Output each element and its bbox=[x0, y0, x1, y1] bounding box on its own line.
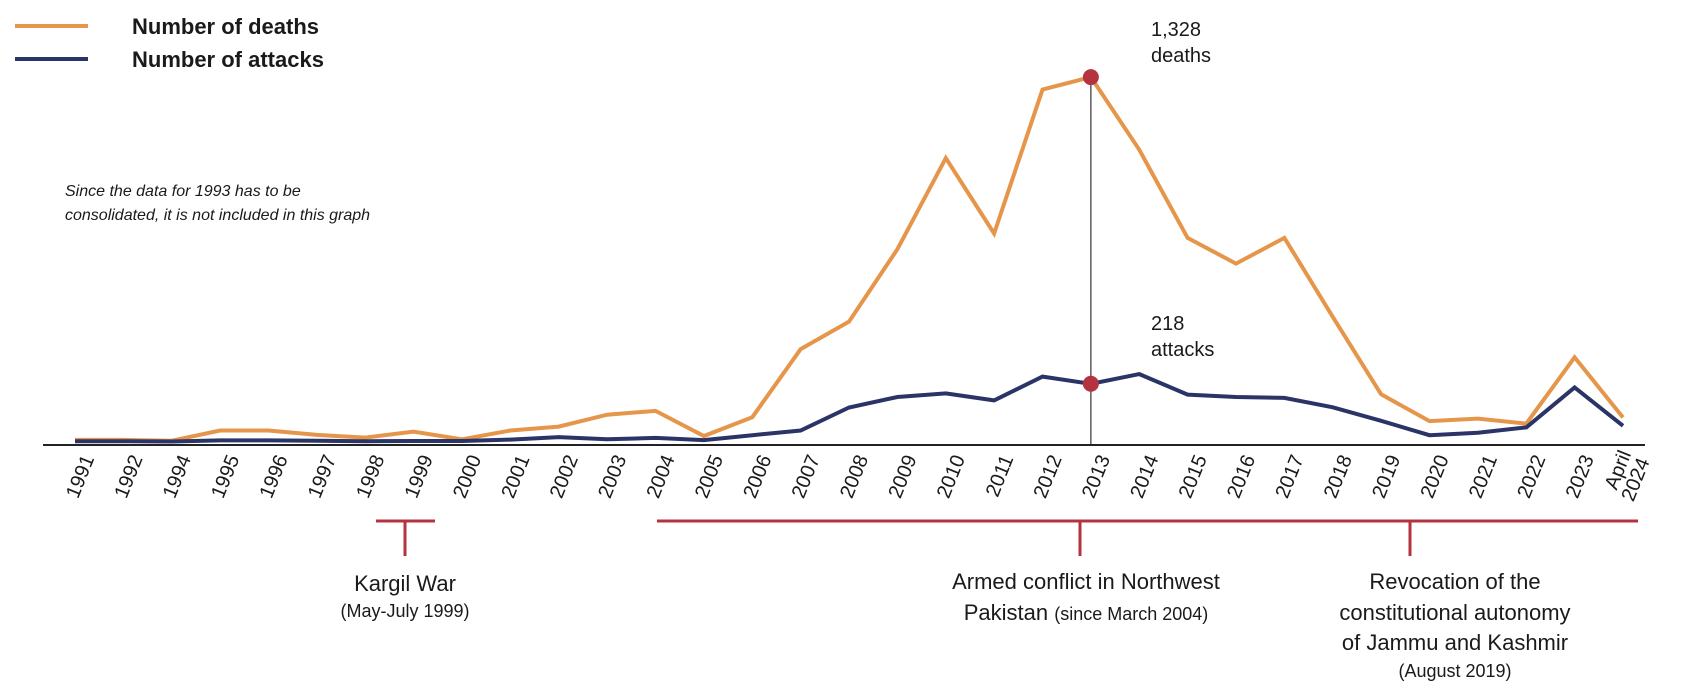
x-tick-label: 2016 bbox=[1223, 452, 1260, 502]
x-tick-label: 2022 bbox=[1513, 452, 1550, 502]
x-tick-label-text: 2018 bbox=[1320, 452, 1357, 502]
x-tick-label-text: 2005 bbox=[691, 452, 728, 502]
x-tick-label: 2011 bbox=[982, 452, 1019, 500]
event-kargil-subtitle: (May-July 1999) bbox=[340, 601, 469, 621]
x-tick-label-text: 2017 bbox=[1272, 452, 1309, 502]
x-tick-label-text: 2014 bbox=[1126, 452, 1163, 502]
x-tick-label-text: 1996 bbox=[256, 452, 293, 502]
x-tick-label: 2021 bbox=[1465, 452, 1502, 502]
x-tick-label-text: 1994 bbox=[159, 452, 196, 502]
x-tick-label: 2023 bbox=[1562, 452, 1599, 502]
highlight-marker-deaths bbox=[1082, 69, 1099, 86]
event-northwest-subtitle: (since March 2004) bbox=[1054, 604, 1208, 624]
event-revocation-title-2: constitutional autonomy bbox=[1339, 600, 1570, 625]
event-revocation: Revocation of the constitutional autonom… bbox=[1339, 521, 1571, 681]
x-tick-label: 2001 bbox=[498, 452, 535, 502]
legend: Number of deaths Number of attacks bbox=[15, 14, 324, 72]
x-tick-label-text: 2004 bbox=[643, 452, 680, 502]
event-northwest-title-2-main: Pakistan bbox=[964, 600, 1055, 625]
x-tick-label-text: 2010 bbox=[933, 452, 970, 502]
x-tick-label: 1999 bbox=[401, 452, 438, 502]
x-tick-label-text: 2011 bbox=[982, 452, 1019, 500]
x-tick-label: 2000 bbox=[449, 452, 486, 502]
x-tick-label-text: 2002 bbox=[546, 452, 583, 502]
x-tick-label: 2002 bbox=[546, 452, 583, 502]
x-tick-label-text: 2020 bbox=[1417, 452, 1454, 502]
note-line-1: Since the data for 1993 has to be bbox=[65, 183, 301, 200]
x-tick-label: 2009 bbox=[885, 452, 922, 502]
x-tick-label-text: 1991 bbox=[62, 452, 99, 502]
x-tick-label-text: 1997 bbox=[304, 452, 341, 502]
x-tick-label: 1992 bbox=[111, 452, 148, 502]
series-lines bbox=[74, 74, 1625, 444]
x-tick-label-text: 1992 bbox=[111, 452, 148, 502]
event-northwest-title-2: Pakistan (since March 2004) bbox=[964, 600, 1209, 625]
x-tick-label: 1995 bbox=[207, 452, 244, 502]
x-tick-label: 2008 bbox=[836, 452, 873, 502]
x-tick-label: 2013 bbox=[1078, 452, 1115, 502]
x-tick-label: 1997 bbox=[304, 452, 341, 502]
x-tick-label: 1996 bbox=[256, 452, 293, 502]
x-tick-label: 2020 bbox=[1417, 452, 1454, 502]
annotation-deaths-value: 1,328 bbox=[1151, 19, 1201, 41]
x-tick-label-text: 1998 bbox=[352, 452, 389, 502]
x-tick-label-text: 2008 bbox=[836, 452, 873, 502]
x-tick-label-text: 1999 bbox=[401, 452, 438, 502]
legend-label-attacks: Number of attacks bbox=[132, 47, 324, 72]
annotation-attacks-unit: attacks bbox=[1151, 339, 1214, 361]
x-tick-label-text: 2013 bbox=[1078, 452, 1115, 502]
x-tick-label-text: 2015 bbox=[1175, 452, 1212, 502]
x-tick-label-text: 2016 bbox=[1223, 452, 1260, 502]
annotation-deaths-unit: deaths bbox=[1151, 45, 1211, 67]
x-tick-label: 2006 bbox=[739, 452, 776, 502]
x-tick-label: 2019 bbox=[1368, 452, 1405, 502]
event-kargil: Kargil War (May-July 1999) bbox=[340, 519, 470, 621]
x-tick-label-text: 2000 bbox=[449, 452, 486, 502]
x-tick-label-text: 2023 bbox=[1562, 452, 1599, 502]
x-tick-label: 2012 bbox=[1030, 452, 1067, 502]
x-tick-label-text: 2007 bbox=[788, 452, 825, 502]
highlight-marker-attacks bbox=[1082, 375, 1099, 392]
x-tick-label-text: 2009 bbox=[885, 452, 922, 502]
event-kargil-title: Kargil War bbox=[354, 571, 456, 596]
annotation-attacks-value: 218 bbox=[1151, 313, 1184, 335]
x-tick-label-text: 2019 bbox=[1368, 452, 1405, 502]
x-tick-label: 1994 bbox=[159, 452, 196, 502]
x-tick-label-text: 2006 bbox=[739, 452, 776, 502]
series-line-attacks bbox=[75, 372, 1625, 444]
note-line-2: consolidated, it is not included in this… bbox=[65, 207, 370, 224]
event-revocation-subtitle: (August 2019) bbox=[1398, 661, 1511, 681]
x-tick-label-text: 2021 bbox=[1465, 452, 1502, 502]
x-tick-label-text: 2003 bbox=[594, 452, 631, 502]
legend-label-deaths: Number of deaths bbox=[132, 14, 319, 39]
event-revocation-title-1: Revocation of the bbox=[1369, 569, 1540, 594]
x-tick-label-text: 2001 bbox=[498, 452, 535, 502]
data-note: Since the data for 1993 has to be consol… bbox=[65, 183, 370, 224]
x-axis-tick-labels: 1991 1992 1994 1995 1996 1997 1998 1999 2000 2001… bbox=[62, 447, 1654, 504]
x-tick-label-text: 2012 bbox=[1030, 452, 1067, 502]
event-northwest-title-1: Armed conflict in Northwest bbox=[952, 569, 1220, 594]
x-tick-label: 2007 bbox=[788, 452, 825, 502]
x-tick-label: 1998 bbox=[352, 452, 389, 502]
x-tick-label: 2003 bbox=[594, 452, 631, 502]
x-tick-label: 2015 bbox=[1175, 452, 1212, 502]
x-tick-label: 2017 bbox=[1272, 452, 1309, 502]
x-tick-label: 2004 bbox=[643, 452, 680, 502]
x-tick-label: 2010 bbox=[933, 452, 970, 502]
highlight-markers bbox=[1082, 69, 1099, 392]
x-tick-label: 2014 bbox=[1126, 452, 1163, 502]
x-tick-label-text: 1995 bbox=[207, 452, 244, 502]
series-line-deaths bbox=[75, 74, 1625, 443]
x-tick-label-text: 2022 bbox=[1513, 452, 1550, 502]
event-revocation-title-3: of Jammu and Kashmir bbox=[1342, 630, 1568, 655]
x-tick-label: 1991 bbox=[62, 452, 99, 502]
event-northwest-pakistan: Armed conflict in Northwest Pakistan (si… bbox=[657, 519, 1638, 625]
highlight-annotations: 1,328 deaths 218 attacks bbox=[1151, 19, 1214, 361]
x-tick-label: 2005 bbox=[691, 452, 728, 502]
x-tick-label: 2018 bbox=[1320, 452, 1357, 502]
